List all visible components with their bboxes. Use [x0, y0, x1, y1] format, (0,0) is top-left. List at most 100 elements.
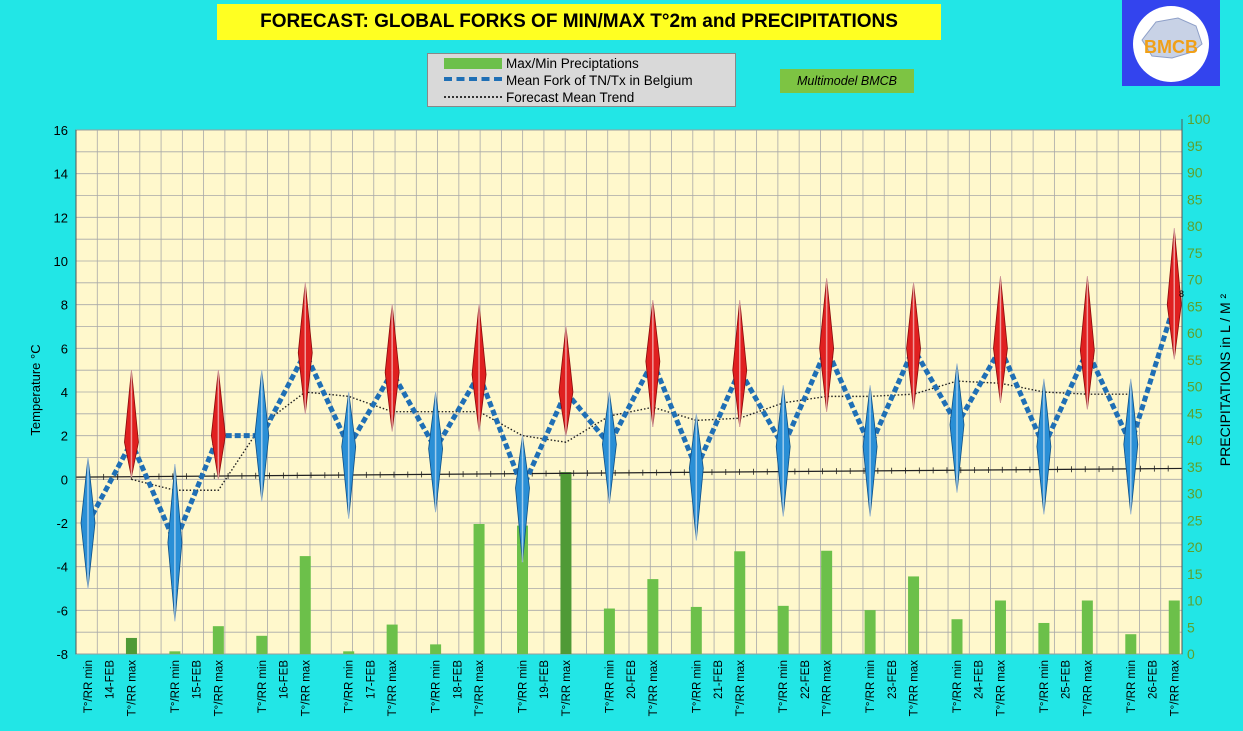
y2-tick-label: 5 — [1187, 619, 1195, 635]
mean-fork-path — [85, 303, 1177, 550]
precip-bar — [690, 606, 702, 654]
mean-fork-line — [85, 303, 1177, 550]
y-tick-label: 0 — [61, 472, 68, 487]
date-label: 23-FEB — [887, 660, 899, 699]
y-tick-label: 16 — [54, 123, 68, 138]
precip-bar — [473, 523, 485, 654]
precip-bar — [125, 637, 137, 654]
x-tick-label: T°/RR min — [778, 660, 790, 713]
precip-bar — [734, 551, 746, 654]
precip-bar — [1038, 622, 1050, 654]
precip-bar — [560, 472, 572, 654]
y2-tick-label: 50 — [1187, 379, 1203, 395]
range-diamonds — [80, 228, 1182, 622]
left-axis: -8 -6 -4 -2 0 2 4 6 8 10 12 14 16 — [54, 123, 77, 662]
y-axis-title: Temperature °C — [28, 344, 43, 435]
x-tick-label: T°/RR max — [1169, 660, 1181, 717]
y2-tick-label: 90 — [1187, 165, 1203, 181]
precip-bar — [212, 626, 224, 654]
y-tick-label: -6 — [56, 603, 68, 618]
legend: Max/Min Preciptations Mean Fork of TN/Tx… — [427, 53, 736, 107]
precip-bar — [951, 619, 963, 654]
x-tick-label: T°/RR max — [1082, 660, 1094, 717]
x-tick-label: T°/RR max — [561, 660, 573, 717]
chart-title: FORECAST: GLOBAL FORKS OF MIN/MAX T°2m a… — [217, 4, 941, 40]
precip-bar — [777, 605, 789, 654]
model-badge: Multimodel BMCB — [780, 69, 914, 93]
precip-bar — [517, 525, 528, 654]
x-tick-label: T°/RR min — [518, 660, 530, 713]
precip-bar — [908, 576, 920, 654]
x-tick-label: T°/RR min — [257, 660, 269, 713]
precip-bar — [1081, 600, 1093, 654]
x-tick-label: T°/RR min — [691, 660, 703, 713]
date-label: 20-FEB — [626, 660, 638, 699]
date-label: 26-FEB — [1148, 660, 1160, 699]
precip-bar — [256, 635, 268, 654]
x-tick-label: T°/RR max — [387, 660, 399, 717]
date-label: 15-FEB — [192, 660, 204, 699]
y-tick-label: -2 — [56, 516, 68, 531]
x-tick-label: T°/RR max — [648, 660, 660, 717]
precip-bar — [343, 651, 355, 654]
x-tick-label: T°/RR min — [604, 660, 616, 713]
y-tick-label: 14 — [54, 167, 68, 182]
date-label: 21-FEB — [713, 660, 725, 699]
precip-bar — [864, 610, 876, 654]
precip-bar — [299, 556, 311, 654]
x-tick-label: T°/RR min — [865, 660, 877, 713]
y-tick-label: 6 — [61, 341, 68, 356]
y2-tick-label: 25 — [1187, 512, 1203, 528]
date-label: 18-FEB — [452, 660, 464, 699]
x-axis-labels: T°/RR min T°/RR max T°/RR min T°/RR max T°/R… — [83, 660, 1181, 717]
y-tick-label: 10 — [54, 254, 68, 269]
logo-graphic: BMCB — [1133, 6, 1209, 82]
x-tick-label: T°/RR max — [995, 660, 1007, 717]
date-label: 17-FEB — [365, 660, 377, 699]
y2-tick-label: 10 — [1187, 593, 1203, 609]
x-tick-label: T°/RR max — [909, 660, 921, 717]
y2-tick-label: 80 — [1187, 218, 1203, 234]
x-tick-label: T°/RR min — [1039, 660, 1051, 713]
mean-fork-swatch — [444, 77, 502, 81]
end-annotation: 8 — [1179, 289, 1184, 299]
y-tick-label: 2 — [61, 429, 68, 444]
y2-tick-label: 45 — [1187, 405, 1203, 421]
precip-bars — [125, 472, 1180, 654]
x-tick-label: T°/RR max — [822, 660, 834, 717]
date-label: 24-FEB — [974, 660, 986, 699]
precip-bar — [1125, 634, 1137, 654]
y2-tick-label: 15 — [1187, 566, 1203, 582]
precip-bar — [821, 550, 833, 654]
x-tick-label: T°/RR min — [83, 660, 95, 713]
x-tick-label: T°/RR min — [1126, 660, 1138, 713]
precip-bar — [169, 651, 181, 654]
y2-tick-label: 65 — [1187, 298, 1203, 314]
y2-axis-title: PRECIPITATIONS in L / M ² — [1217, 293, 1233, 466]
y2-tick-label: 0 — [1187, 646, 1195, 662]
y-tick-label: -4 — [56, 560, 68, 575]
x-tick-label: T°/RR max — [474, 660, 486, 717]
legend-label-mean-fork: Mean Fork of TN/Tx in Belgium — [506, 73, 693, 88]
y2-tick-label: 95 — [1187, 138, 1203, 154]
y-tick-label: 8 — [61, 298, 68, 313]
y2-tick-label: 60 — [1187, 325, 1203, 341]
precip-bar — [603, 608, 615, 654]
trend-line — [131, 380, 1131, 491]
y2-tick-label: 70 — [1187, 272, 1203, 288]
y-tick-label: -8 — [56, 647, 68, 662]
y2-tick-label: 75 — [1187, 245, 1203, 261]
right-axis: 0 5 10 15 20 25 30 35 40 45 50 55 60 65 70 75 80 85 90 95 10… — [1181, 111, 1211, 662]
x-tick-label: T°/RR min — [344, 660, 356, 713]
y2-tick-label: 30 — [1187, 486, 1203, 502]
date-label: 16-FEB — [279, 660, 291, 699]
x-tick-label: T°/RR min — [170, 660, 182, 713]
trend-path — [131, 380, 1131, 491]
legend-label-precip: Max/Min Preciptations — [506, 56, 639, 71]
precip-bar — [1168, 600, 1180, 654]
precip-bar — [430, 644, 442, 654]
y-tick-label: 4 — [61, 385, 68, 400]
precip-bar — [994, 600, 1006, 654]
y2-tick-label: 40 — [1187, 432, 1203, 448]
y-tick-label: 12 — [54, 210, 68, 225]
